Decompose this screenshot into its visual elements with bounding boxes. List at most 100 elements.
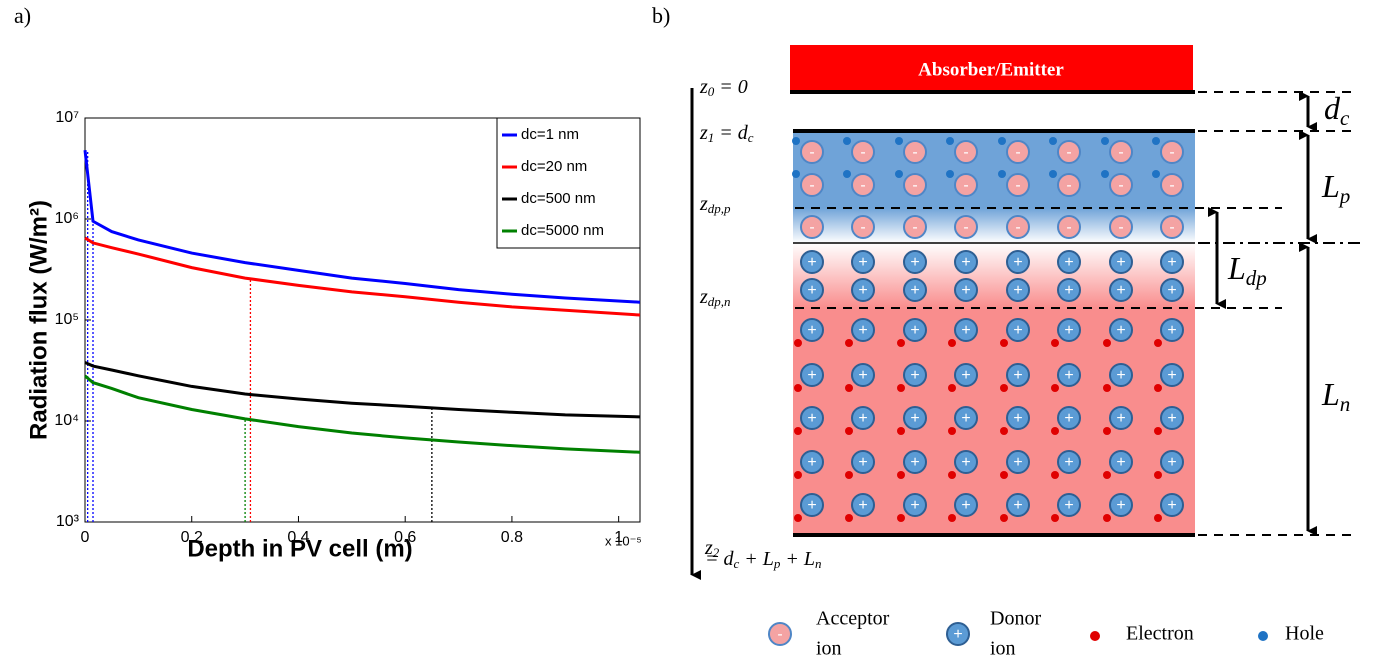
- ion-sign: +: [858, 254, 867, 271]
- electron: [897, 427, 905, 435]
- electron: [845, 339, 853, 347]
- ion-sign: +: [858, 497, 867, 514]
- ion-sign: +: [910, 282, 919, 299]
- ion-sign: +: [910, 254, 919, 271]
- zdpn-label: zdp,n: [699, 286, 731, 309]
- hole: [792, 137, 800, 145]
- ion-sign: +: [1013, 254, 1022, 271]
- electron: [948, 514, 956, 522]
- hole: [843, 170, 851, 178]
- ion-sign: +: [910, 497, 919, 514]
- electron: [1154, 514, 1162, 522]
- electron: [1154, 471, 1162, 479]
- electron: [897, 514, 905, 522]
- donor-ion: [1160, 250, 1184, 274]
- donor-ion: [1006, 250, 1030, 274]
- zdpp-label: zdp,p: [699, 193, 731, 216]
- electron: [794, 339, 802, 347]
- donor-ion: [903, 250, 927, 274]
- donor-ion: [1006, 318, 1030, 342]
- ion-sign: +: [1064, 254, 1073, 271]
- donor-ion: [800, 493, 824, 517]
- electron: [794, 427, 802, 435]
- y-tick-label: 10⁵: [55, 311, 79, 328]
- donor-ion: [1057, 363, 1081, 387]
- donor-ion: [1109, 250, 1133, 274]
- ion-sign: -: [963, 177, 968, 194]
- electron: [1051, 471, 1059, 479]
- ion-sign: +: [1167, 410, 1176, 427]
- ion-sign: -: [1169, 144, 1174, 161]
- donor-ion: [1160, 278, 1184, 302]
- electron: [1000, 384, 1008, 392]
- electron: [794, 384, 802, 392]
- donor-ion: [1109, 363, 1133, 387]
- legend-label: Hole: [1285, 623, 1324, 645]
- donor-ion: [954, 278, 978, 302]
- acceptor-ion: [1057, 140, 1081, 164]
- ion-sign: +: [1064, 322, 1073, 339]
- donor-ion: [903, 493, 927, 517]
- donor-ion: [1109, 406, 1133, 430]
- ldp-label: Ldp: [1227, 250, 1267, 289]
- ion-sign: +: [1167, 322, 1176, 339]
- acceptor-ion: [851, 140, 875, 164]
- donor-ion: [1057, 250, 1081, 274]
- electron: [948, 339, 956, 347]
- acceptor-ion: [903, 140, 927, 164]
- acceptor-ion: [1160, 140, 1184, 164]
- donor-ion: [954, 250, 978, 274]
- donor-ion: [1006, 278, 1030, 302]
- ion-sign: +: [1013, 410, 1022, 427]
- legend-box: [496, 117, 641, 249]
- donor-ion: [903, 318, 927, 342]
- ion-sign: +: [807, 282, 816, 299]
- legend-label: ion: [816, 638, 842, 660]
- ion-sign: -: [1066, 144, 1071, 161]
- donor-ion: [903, 278, 927, 302]
- donor-ion: [1057, 493, 1081, 517]
- ion-sign: -: [1169, 177, 1174, 194]
- acceptor-ion: [903, 173, 927, 197]
- ion-sign: +: [807, 454, 816, 471]
- ion-sign: +: [910, 410, 919, 427]
- y-axis-label: Radiation flux (W/m²): [25, 200, 52, 440]
- legend: dc=1 nm dc=20 nm dc=500 nm dc=5000 nm: [496, 117, 641, 249]
- z1-label: z1 = dc: [699, 122, 754, 145]
- x-tick-label: 0.2: [181, 529, 203, 546]
- ion-sign: +: [807, 322, 816, 339]
- hole: [895, 170, 903, 178]
- acceptor-ion: [1006, 173, 1030, 197]
- ion-sign: +: [1064, 497, 1073, 514]
- ion-sign: -: [1169, 219, 1174, 236]
- z2-label: z2: [704, 537, 720, 560]
- donor-ion: [851, 406, 875, 430]
- x-tick-label: 1: [614, 529, 623, 546]
- ion-sign: -: [963, 219, 968, 236]
- ion-sign: -: [912, 144, 917, 161]
- hole: [792, 170, 800, 178]
- acceptor-ion: [1057, 215, 1081, 239]
- electron: [845, 514, 853, 522]
- electron: [794, 514, 802, 522]
- acceptor-ion: [1109, 140, 1133, 164]
- donor-ion: [1160, 493, 1184, 517]
- hole: [1152, 137, 1160, 145]
- donor-ion: [1057, 318, 1081, 342]
- ion-sign: -: [1118, 144, 1123, 161]
- donor-ion: [1006, 450, 1030, 474]
- ion-sign: +: [858, 282, 867, 299]
- ion-sign: -: [1118, 177, 1123, 194]
- legend-label: dc=1 nm: [521, 126, 579, 143]
- acceptor-ion: [800, 140, 824, 164]
- donor-ion: [800, 406, 824, 430]
- hole: [946, 137, 954, 145]
- ion-sign: +: [1167, 367, 1176, 384]
- ion-sign: +: [807, 410, 816, 427]
- ion-sign: +: [807, 367, 816, 384]
- electron: [1000, 427, 1008, 435]
- x-tick-label: 0.6: [394, 529, 416, 546]
- donor-ion: [903, 363, 927, 387]
- ion-sign: -: [809, 219, 814, 236]
- chart-panel: a) Depth in PV cell (m) Radiation flux (…: [14, 3, 642, 562]
